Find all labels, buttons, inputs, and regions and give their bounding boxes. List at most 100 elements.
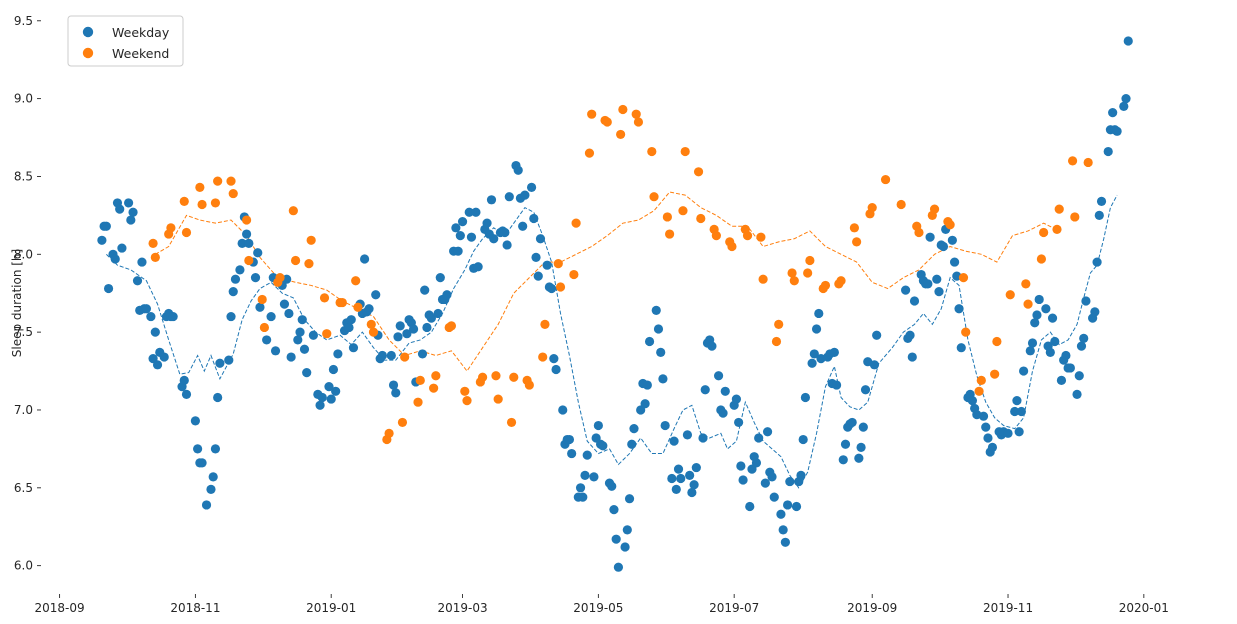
weekday-point	[500, 227, 510, 238]
weekend-point	[460, 386, 470, 396]
weekday-point	[567, 448, 577, 459]
weekday-point	[956, 343, 966, 353]
weekday-point	[326, 394, 336, 404]
weekend-point	[618, 104, 628, 115]
weekday-point	[776, 509, 786, 519]
weekday-point	[531, 252, 541, 263]
weekday-point	[152, 360, 163, 370]
weekend-point	[961, 327, 971, 337]
weekday-point	[598, 441, 608, 451]
weekday-point	[226, 311, 236, 322]
weekday-point	[442, 290, 452, 300]
weekday-point	[529, 213, 539, 224]
weekday-point	[762, 427, 773, 437]
weekend-point	[415, 375, 425, 385]
weekday-point	[609, 505, 619, 515]
weekday-point	[235, 265, 245, 275]
weekday-point	[856, 442, 866, 452]
weekend-point	[771, 336, 782, 347]
weekday-point	[364, 304, 374, 314]
weekday-point	[687, 487, 697, 498]
y-tick-label: 8.5	[14, 169, 33, 183]
weekend-point	[166, 223, 176, 233]
weekday-point	[132, 276, 143, 286]
weekend-point	[836, 276, 846, 286]
legend-marker-weekday	[82, 26, 94, 38]
weekday-point	[1019, 366, 1029, 376]
weekday-point	[1108, 108, 1118, 118]
weekday-point	[831, 380, 842, 390]
weekday-point	[1041, 304, 1051, 314]
weekday-point	[736, 461, 746, 471]
weekday-point	[262, 335, 272, 345]
weekday-point	[800, 392, 811, 403]
y-tick-label: 7.0	[14, 403, 33, 417]
weekend-point	[226, 176, 236, 186]
weekday-point	[486, 195, 497, 205]
weekday-point	[1090, 307, 1100, 317]
weekday-point	[308, 330, 318, 340]
weekday-point	[230, 274, 241, 284]
weekend-point	[992, 336, 1002, 347]
weekday-point	[110, 254, 120, 264]
weekend-point	[665, 229, 675, 239]
weekday-point	[1045, 347, 1055, 357]
weekday-point	[489, 234, 499, 244]
weekend-point	[849, 223, 860, 233]
weekday-point	[295, 327, 305, 337]
weekday-point	[760, 478, 770, 488]
weekend-point	[540, 319, 550, 329]
weekend-point	[1023, 299, 1033, 309]
legend-frame	[67, 15, 184, 67]
weekday-point	[798, 434, 808, 445]
weekday-point	[767, 472, 777, 482]
weekend-point	[290, 255, 301, 266]
weekend-point	[569, 269, 579, 280]
weekend-point	[789, 276, 799, 286]
weekday-point	[669, 436, 679, 446]
weekday-point	[328, 364, 339, 375]
weekday-point	[228, 287, 238, 297]
weekday-point	[1034, 294, 1044, 305]
weekend-point	[275, 273, 285, 283]
weekday-point	[1003, 428, 1013, 438]
weekend-point	[958, 273, 969, 283]
weekday-point	[420, 285, 430, 295]
weekday-point	[624, 494, 635, 504]
weekend-point	[384, 428, 394, 438]
weekday-point	[620, 542, 630, 552]
weekend-point	[774, 319, 784, 329]
weekday-point	[1025, 346, 1035, 356]
weekend-point	[148, 238, 158, 248]
weekday-point	[629, 424, 639, 434]
weekday-point	[720, 386, 730, 396]
weekday-point	[286, 352, 296, 362]
weekday-point	[244, 238, 254, 248]
weekday-point	[533, 271, 543, 281]
weekday-point	[1032, 310, 1042, 320]
weekday-point	[738, 475, 748, 485]
y-axis-label: Sleep duration [h]	[10, 249, 24, 357]
weekday-point	[1050, 336, 1060, 347]
weekend-point	[397, 417, 408, 428]
weekend-point	[228, 188, 238, 199]
weekday-point	[860, 385, 871, 395]
weekend-point	[197, 199, 207, 210]
weekday-point	[607, 481, 617, 491]
weekday-point	[858, 422, 868, 432]
weekend-point	[259, 322, 270, 333]
weekday-point	[360, 254, 370, 264]
weekday-point	[197, 458, 207, 468]
weekday-point	[213, 392, 223, 403]
weekend-point	[288, 206, 298, 216]
weekday-point	[689, 480, 699, 490]
weekend-point	[429, 383, 439, 393]
weekday-point	[346, 315, 356, 325]
weekday-point	[1010, 406, 1020, 417]
weekday-point	[682, 430, 693, 440]
x-tick-label: 2019-11	[983, 601, 1033, 615]
weekend-point	[649, 192, 659, 202]
weekday-point	[1081, 296, 1091, 306]
weekday-point	[967, 396, 978, 406]
